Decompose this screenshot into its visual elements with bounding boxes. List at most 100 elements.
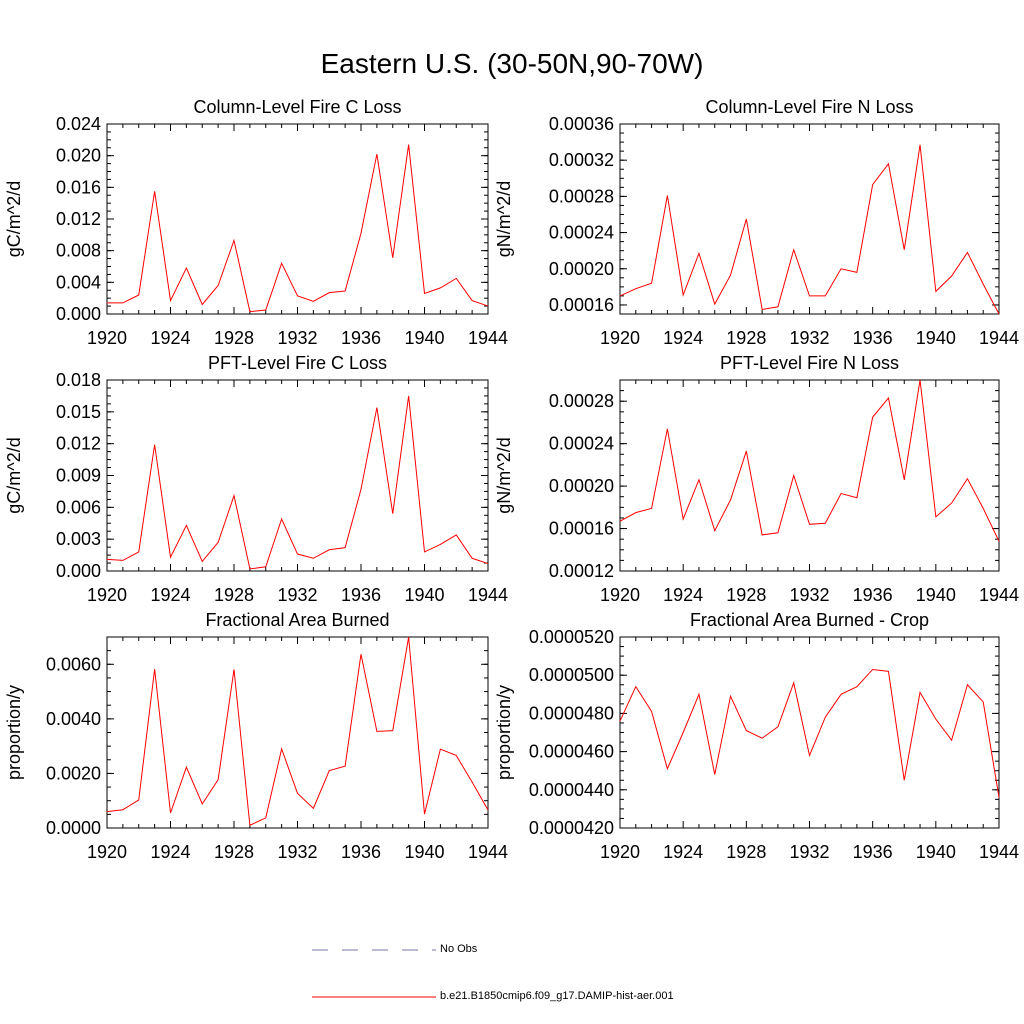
chart-panel-2: Column-Level Fire N Loss gN/m^2/d 1920 1924… (494, 97, 1019, 348)
x-tick-label: 1932 (789, 328, 829, 348)
x-tick-label: 1920 (87, 585, 127, 605)
x-tick-label: 1944 (468, 585, 508, 605)
y-tick-label: 0.006 (56, 497, 101, 517)
series-line (619, 379, 1000, 542)
chart-panel-6: Fractional Area Burned - Crop proportion/… (494, 610, 1019, 862)
x-tick-label: 1944 (979, 328, 1019, 348)
y-axis-label: proportion/y (494, 685, 514, 780)
plot-frame (106, 379, 489, 572)
x-tick-label: 1928 (726, 585, 766, 605)
x-tick-label: 1928 (214, 328, 254, 348)
y-tick-label: 0.015 (56, 402, 101, 422)
figure-title: Eastern U.S. (30-50N,90-70W) (320, 48, 704, 79)
x-tick-label: 1932 (789, 585, 829, 605)
chart-panel-4: PFT-Level Fire N Loss gN/m^2/d 1920 1924 192… (494, 353, 1019, 605)
x-tick-label: 1940 (916, 842, 956, 862)
x-tick-label: 1936 (341, 585, 381, 605)
y-tick-label: 0.00020 (549, 259, 614, 279)
y-tick-label: 0.0000520 (529, 627, 614, 647)
series-line (619, 668, 1000, 798)
y-tick-label: 0.0060 (46, 654, 101, 674)
y-tick-label: 0.00016 (549, 519, 614, 539)
x-tick-label: 1944 (979, 842, 1019, 862)
y-tick-label: 0.00028 (549, 186, 614, 206)
y-tick-label: 0.00016 (549, 295, 614, 315)
x-tick-label: 1924 (663, 842, 703, 862)
y-tick-label: 0.00032 (549, 150, 614, 170)
x-tick-label: 1940 (404, 842, 444, 862)
y-axis-label: proportion/y (4, 685, 24, 780)
legend-model-label: b.e21.B1850cmip6.f09_g17.DAMIP-hist-aer.… (440, 990, 674, 1002)
x-tick-label: 1940 (404, 585, 444, 605)
x-tick-label: 1928 (214, 842, 254, 862)
panel-title: Fractional Area Burned (205, 610, 389, 630)
y-tick-label: 0.00024 (549, 434, 614, 454)
y-tick-label: 0.000 (56, 561, 101, 581)
y-tick-label: 0.018 (56, 370, 101, 390)
y-tick-label: 0.012 (56, 209, 101, 229)
x-tick-label: 1940 (916, 328, 956, 348)
y-tick-label: 0.00020 (549, 476, 614, 496)
y-tick-label: 0.0040 (46, 709, 101, 729)
y-tick-label: 0.0000420 (529, 818, 614, 838)
y-axis-label: gC/m^2/d (4, 437, 24, 513)
y-tick-label: 0.0000 (46, 818, 101, 838)
plot-frame (106, 636, 489, 829)
y-axis-label: gC/m^2/d (4, 181, 24, 257)
legend-obs-swatch (312, 949, 436, 951)
x-tick-label: 1924 (663, 585, 703, 605)
panel-title: PFT-Level Fire C Loss (208, 353, 387, 373)
y-tick-label: 0.020 (56, 146, 101, 166)
y-tick-label: 0.00012 (549, 561, 614, 581)
x-tick-label: 1936 (853, 585, 893, 605)
y-tick-label: 0.016 (56, 177, 101, 197)
x-tick-label: 1928 (214, 585, 254, 605)
x-tick-label: 1936 (853, 842, 893, 862)
panel-title: Column-Level Fire C Loss (193, 97, 401, 117)
x-tick-label: 1932 (277, 328, 317, 348)
x-tick-label: 1928 (726, 842, 766, 862)
y-tick-label: 0.009 (56, 466, 101, 486)
chart-panel-1: Column-Level Fire C Loss gC/m^2/d 1920 1924… (4, 97, 508, 348)
series-line (619, 144, 1000, 315)
series-line (107, 144, 489, 313)
plot-frame (619, 636, 1000, 829)
x-tick-label: 1920 (600, 328, 640, 348)
x-tick-label: 1920 (87, 842, 127, 862)
x-tick-label: 1920 (600, 585, 640, 605)
series-line (106, 636, 489, 827)
x-tick-label: 1944 (468, 842, 508, 862)
y-tick-label: 0.012 (56, 434, 101, 454)
x-tick-label: 1924 (150, 842, 190, 862)
x-tick-label: 1932 (277, 842, 317, 862)
panel-title: Fractional Area Burned - Crop (690, 610, 929, 630)
y-axis-label: gN/m^2/d (494, 181, 514, 257)
y-axis-label: gN/m^2/d (494, 437, 514, 513)
x-tick-label: 1920 (600, 842, 640, 862)
y-tick-label: 0.0000480 (529, 703, 614, 723)
x-tick-label: 1940 (916, 585, 956, 605)
x-tick-label: 1920 (87, 328, 127, 348)
x-tick-label: 1932 (277, 585, 317, 605)
x-tick-label: 1932 (789, 842, 829, 862)
x-tick-label: 1936 (853, 328, 893, 348)
x-tick-label: 1944 (468, 328, 508, 348)
legend-obs-label: No Obs (440, 943, 478, 955)
y-tick-label: 0.00036 (549, 114, 614, 134)
series-line (106, 395, 489, 570)
y-tick-label: 0.004 (56, 272, 101, 292)
y-tick-label: 0.0000460 (529, 742, 614, 762)
chart-panel-3: PFT-Level Fire C Loss gC/m^2/d 1920 1924 192… (4, 353, 508, 605)
legend-model-swatch (312, 996, 436, 998)
plot-frame (106, 123, 489, 315)
plot-frame (619, 379, 1000, 572)
y-tick-label: 0.008 (56, 241, 101, 261)
legend-obs: No Obs (312, 940, 732, 960)
x-tick-label: 1940 (404, 328, 444, 348)
x-tick-label: 1936 (341, 328, 381, 348)
panel-title: Column-Level Fire N Loss (705, 97, 913, 117)
y-tick-label: 0.024 (56, 114, 101, 134)
x-tick-label: 1928 (726, 328, 766, 348)
chart-panel-5: Fractional Area Burned proportion/y 1920 19… (4, 610, 508, 862)
